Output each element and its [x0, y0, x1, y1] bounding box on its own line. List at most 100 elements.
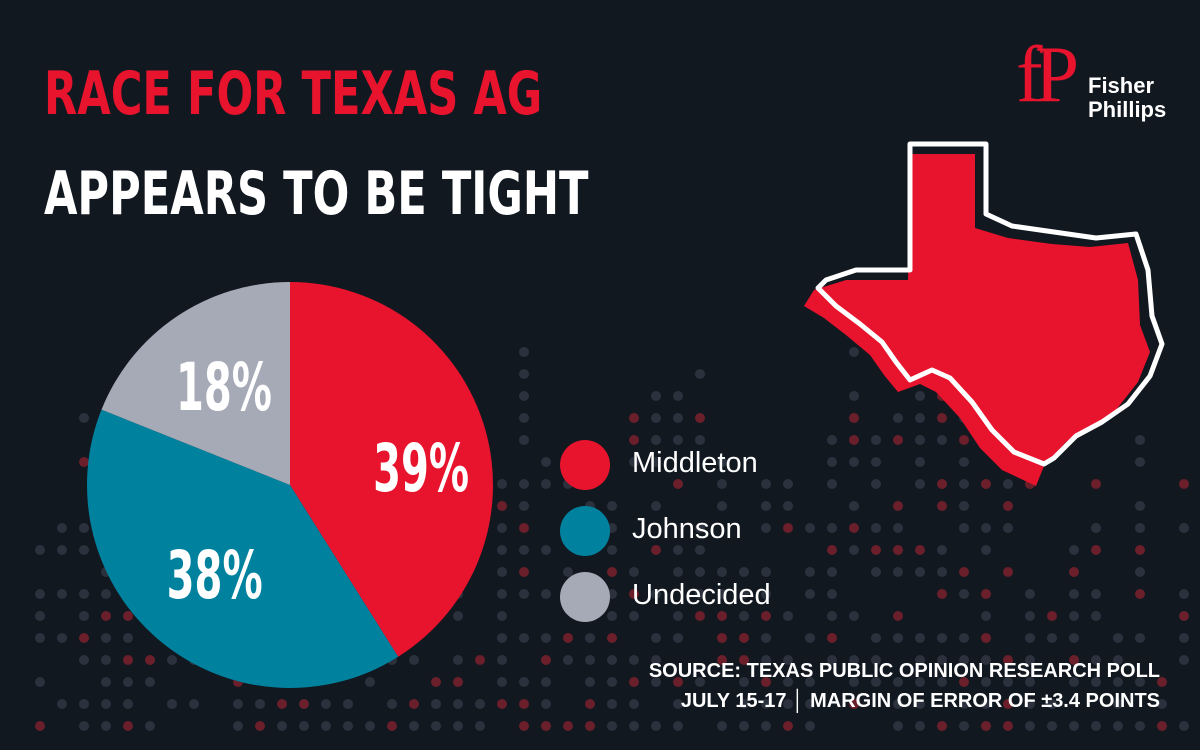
background-dot — [849, 413, 859, 423]
background-dot — [893, 501, 903, 511]
background-dot — [937, 633, 947, 643]
background-dot — [1179, 479, 1189, 489]
logo-word-phillips: Phillips — [1088, 97, 1167, 122]
background-dot — [651, 589, 661, 599]
background-dot — [79, 413, 89, 423]
background-dot — [497, 589, 507, 599]
background-dot — [1025, 655, 1035, 665]
background-dot — [519, 435, 529, 445]
legend-swatch-johnson — [560, 506, 610, 556]
background-dot — [761, 479, 771, 489]
background-dot — [57, 589, 67, 599]
background-dot — [321, 699, 331, 709]
background-dot — [519, 479, 529, 489]
texas-shape-fill — [804, 154, 1150, 486]
pie-slice-johnson — [87, 409, 399, 688]
background-dot — [1135, 435, 1145, 445]
background-dot — [783, 655, 793, 665]
background-dot — [871, 677, 881, 687]
background-dot — [299, 721, 309, 731]
background-dot — [805, 633, 815, 643]
background-dot — [717, 457, 727, 467]
background-dot — [189, 699, 199, 709]
background-dot — [981, 655, 991, 665]
background-dot — [761, 677, 771, 687]
background-dot — [651, 633, 661, 643]
background-dot — [1069, 545, 1079, 555]
background-dot — [783, 721, 793, 731]
background-dot — [651, 435, 661, 445]
background-dot — [431, 699, 441, 709]
background-dot — [717, 479, 727, 489]
background-dot — [827, 479, 837, 489]
background-dot — [321, 721, 331, 731]
background-dot — [739, 677, 749, 687]
background-dot — [35, 589, 45, 599]
background-dot — [1113, 721, 1123, 731]
background-dot — [57, 699, 67, 709]
background-dot — [673, 545, 683, 555]
logo-mark: fP — [1016, 31, 1079, 119]
fisher-phillips-logo: fP Fisher Phillips — [1010, 30, 1190, 130]
background-dot — [651, 677, 661, 687]
background-dot — [409, 721, 419, 731]
background-dot — [35, 721, 45, 731]
background-dot — [1113, 677, 1123, 687]
background-dot — [541, 699, 551, 709]
background-dot — [1003, 655, 1013, 665]
background-dot — [827, 457, 837, 467]
background-dot — [805, 699, 815, 709]
background-dot — [871, 567, 881, 577]
background-dot — [1091, 589, 1101, 599]
background-dot — [695, 611, 705, 621]
background-dot — [695, 413, 705, 423]
background-dot — [981, 721, 991, 731]
background-dot — [1179, 611, 1189, 621]
background-dot — [541, 655, 551, 665]
background-dot — [1113, 699, 1123, 709]
background-dot — [629, 611, 639, 621]
background-dot — [541, 677, 551, 687]
background-dot — [695, 677, 705, 687]
background-dot — [849, 611, 859, 621]
background-dot — [673, 567, 683, 577]
background-dot — [563, 633, 573, 643]
background-dot — [959, 457, 969, 467]
background-dot — [607, 501, 617, 511]
background-dot — [365, 677, 375, 687]
background-dot — [673, 435, 683, 445]
background-dot — [739, 699, 749, 709]
background-dot — [1003, 523, 1013, 533]
background-dot — [1025, 677, 1035, 687]
background-dot — [101, 721, 111, 731]
background-dot — [827, 545, 837, 555]
background-dot — [541, 545, 551, 555]
background-dot — [79, 633, 89, 643]
background-dot — [497, 633, 507, 643]
background-dot — [585, 655, 595, 665]
background-dot — [1135, 633, 1145, 643]
background-dot — [805, 589, 815, 599]
background-dot — [607, 545, 617, 555]
background-dot — [629, 655, 639, 665]
background-dot — [761, 655, 771, 665]
background-dot — [1003, 699, 1013, 709]
background-dot — [849, 457, 859, 467]
background-dot — [1003, 501, 1013, 511]
background-dot — [1091, 523, 1101, 533]
background-dot — [1047, 611, 1057, 621]
background-dot — [915, 655, 925, 665]
background-dot — [519, 413, 529, 423]
background-dot — [629, 721, 639, 731]
title-line-2: APPEARS TO BE TIGHT — [44, 159, 589, 229]
source-line-1: SOURCE: TEXAS PUBLIC OPINION RESEARCH PO… — [648, 660, 1160, 682]
background-dot — [695, 567, 705, 577]
background-dot — [783, 699, 793, 709]
background-dot — [1003, 677, 1013, 687]
background-dot — [937, 589, 947, 599]
background-dot — [541, 633, 551, 643]
background-dot — [739, 721, 749, 731]
background-dot — [1003, 721, 1013, 731]
background-dot — [453, 677, 463, 687]
background-dot — [937, 721, 947, 731]
